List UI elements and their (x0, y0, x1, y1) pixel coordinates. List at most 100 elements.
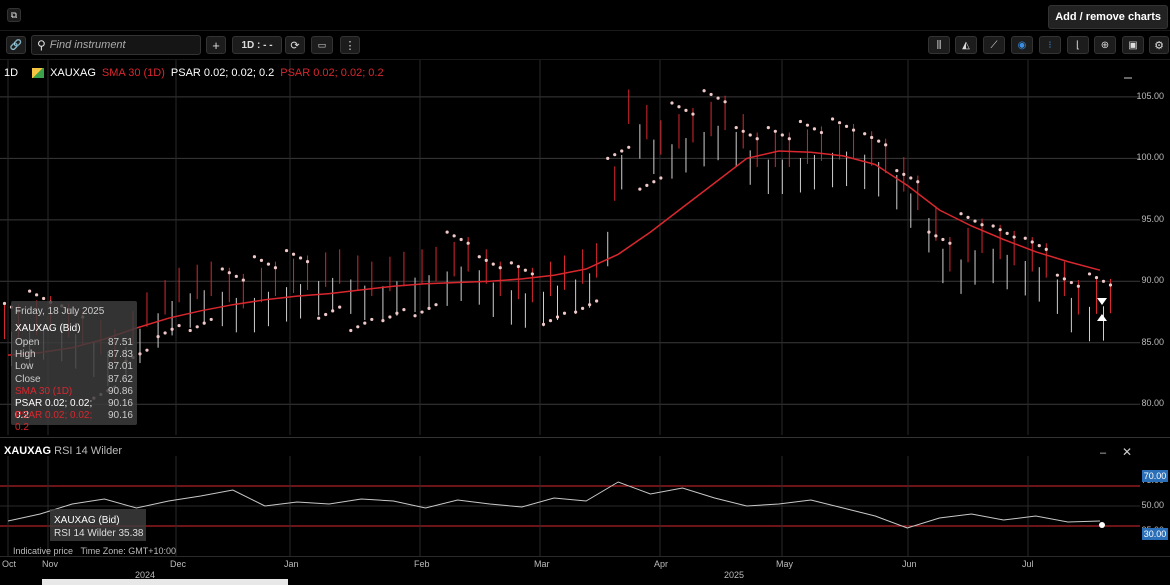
psar-dot (948, 241, 952, 245)
psar-dot (356, 325, 360, 329)
psar-dot (934, 234, 938, 238)
link-icon[interactable]: 🔗 (6, 36, 26, 54)
psar-dot (941, 237, 945, 242)
legend-sma[interactable]: SMA 30 (1D) (101, 67, 165, 79)
rsi-divider[interactable] (0, 437, 1170, 438)
psar-dot (581, 306, 585, 310)
psar-dot (902, 172, 906, 176)
trendline-icon[interactable]: ⟋ (983, 36, 1005, 54)
psar-dot (1044, 247, 1048, 251)
gear-icon[interactable]: ⚙ (1149, 36, 1169, 54)
interval-selector[interactable]: 1D : - - (232, 36, 282, 54)
psar-dot (884, 143, 888, 147)
psar-dot (863, 132, 867, 136)
psar-dot (1087, 272, 1092, 276)
psar-dot (1101, 279, 1106, 283)
psar-dot (927, 230, 931, 234)
expand-icon[interactable]: ⧉ (7, 8, 21, 22)
draw-icon[interactable]: ◭ (955, 36, 977, 54)
psar-dot (35, 293, 39, 297)
axis-icon[interactable]: ⌊ (1067, 36, 1089, 54)
psar-dot (1108, 283, 1113, 287)
price-chart[interactable] (0, 60, 1170, 435)
chart-legend: 1D XAUXAG SMA 30 (1D) PSAR 0.02; 0.02; 0… (4, 67, 384, 79)
scroll-bar[interactable] (42, 579, 288, 585)
psar-dot (220, 267, 224, 271)
psar-dot (484, 258, 488, 263)
psar-dot (177, 323, 181, 328)
psar-dot (395, 311, 399, 315)
psar-dot (241, 278, 245, 282)
rsi-badge-high: 70.00 (1142, 470, 1168, 482)
add-icon[interactable]: + (206, 36, 226, 54)
psar-dot (163, 331, 167, 335)
rsi-tooltip: XAUXAG (Bid) RSI 14 Wilder 35.38 (50, 509, 146, 541)
y-tick-label: 85.00 (1141, 336, 1164, 347)
psar-dot (606, 156, 610, 160)
x-tick-label: Jul (1022, 559, 1034, 569)
tooltip-row-close: Close 87.62 (15, 374, 133, 385)
add-remove-charts-button[interactable]: Add / remove charts (1048, 5, 1168, 29)
legend-psar-red[interactable]: PSAR 0.02; 0.02; 0.2 (280, 67, 384, 79)
psar-dot (1030, 240, 1034, 244)
psar-dot (548, 319, 553, 323)
psar-dot (1094, 276, 1099, 280)
psar-dot (413, 314, 417, 318)
rsi-chart[interactable] (0, 456, 1170, 556)
psar-dot (991, 224, 995, 228)
psar-dot (716, 96, 720, 100)
psar-dot (588, 303, 592, 307)
y-tick-label: 90.00 (1141, 275, 1164, 286)
zoom-icon[interactable]: ⊕ (1094, 36, 1116, 54)
psar-dot (331, 309, 335, 313)
psar-dot (349, 328, 353, 333)
indicators-icon[interactable]: ⫼ (928, 36, 950, 54)
psar-dot (998, 228, 1002, 232)
psar-dot (28, 289, 32, 293)
minimize-icon[interactable]: – (1100, 447, 1107, 459)
rsi-tick-label: 50.00 (1141, 500, 1164, 510)
psar-dot (145, 348, 149, 352)
tooltip-row-psar-red: PSAR 0.02; 0.02; 0.2 90.16 (15, 410, 133, 433)
psar-dot (459, 237, 463, 242)
psar-dot (491, 262, 495, 266)
legend-symbol[interactable]: XAUXAG (50, 67, 96, 79)
psar-dot (427, 306, 431, 310)
psar-dot (734, 126, 738, 130)
crosshair-icon[interactable]: ⁝ (1039, 36, 1061, 54)
camera-icon[interactable]: ▣ (1122, 36, 1144, 54)
rsi-tip-value: RSI 14 Wilder 35.38 (54, 528, 144, 539)
psar-dot (723, 100, 727, 104)
psar-dot (298, 256, 303, 260)
psar-dot (498, 266, 502, 270)
chart-type-icon[interactable]: ▭ (311, 36, 333, 54)
psar-dot (613, 153, 617, 157)
psar-dot (805, 123, 810, 127)
x-tick-label: May (776, 559, 794, 569)
y-tick-label: 80.00 (1141, 398, 1164, 409)
psar-dot (766, 126, 770, 130)
psar-dot (234, 274, 238, 278)
psar-dot (1023, 236, 1027, 240)
close-icon[interactable]: ✕ (1122, 445, 1133, 459)
instrument-search[interactable]: ⚲ (31, 35, 201, 55)
psar-dot (1012, 235, 1016, 239)
refresh-icon[interactable]: ⟳ (285, 36, 305, 54)
psar-dot (819, 130, 824, 135)
eye-icon[interactable]: ◉ (1011, 36, 1033, 54)
psar-dot (748, 133, 752, 137)
rsi-line (7, 481, 1101, 529)
psar-dot (42, 296, 46, 301)
rsi-title: XAUXAG RSI 14 Wilder (4, 445, 122, 457)
psar-dot (156, 335, 160, 339)
psar-dot (516, 264, 520, 269)
psar-dot (980, 223, 984, 227)
legend-psar-white[interactable]: PSAR 0.02; 0.02; 0.2 (170, 67, 275, 79)
psar-dot (709, 92, 713, 97)
legend-interval: 1D (4, 67, 19, 79)
x-axis[interactable]: Oct Nov Dec Jan Feb Mar Apr May Jun Jul 2024 2025 (0, 556, 1170, 585)
psar-dot (273, 266, 278, 270)
search-input[interactable] (45, 39, 194, 51)
more-icon[interactable]: ⋮ (340, 36, 360, 54)
search-icon: ⚲ (37, 38, 46, 52)
